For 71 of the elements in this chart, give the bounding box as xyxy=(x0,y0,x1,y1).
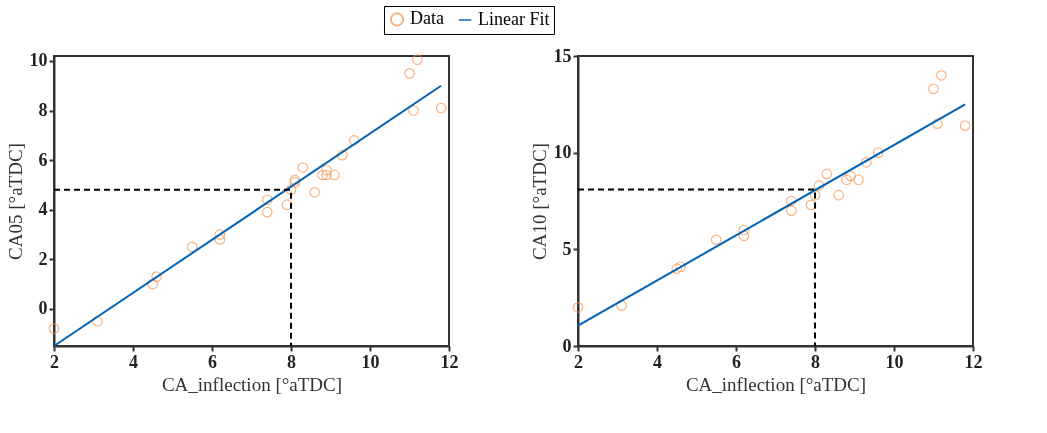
point xyxy=(738,224,750,236)
point xyxy=(281,199,293,211)
point xyxy=(408,105,419,116)
y-tick-label: 4 xyxy=(38,199,48,220)
point xyxy=(348,134,360,146)
y-tick-label: 8 xyxy=(38,100,48,121)
point xyxy=(821,168,833,180)
point xyxy=(261,206,273,218)
x-tick-label: 4 xyxy=(653,351,662,372)
point xyxy=(616,300,627,311)
point xyxy=(337,149,348,161)
point xyxy=(861,157,872,168)
point xyxy=(959,120,971,131)
point xyxy=(214,229,226,240)
point xyxy=(261,194,273,206)
point xyxy=(785,195,797,207)
x-tick-label: 6 xyxy=(732,351,741,372)
point xyxy=(92,315,103,327)
x-axis-title: CA_inflection [°aTDC] xyxy=(685,373,867,395)
point xyxy=(214,234,226,245)
y-tick-label: 6 xyxy=(38,149,48,170)
y-axis-title: CA05 [°aTDC] xyxy=(4,143,26,260)
point xyxy=(412,54,423,66)
y-axis-title: CA10 [°aTDC] xyxy=(528,143,550,260)
y-tick-label: 0 xyxy=(562,335,572,356)
legend-label: Linear Fit xyxy=(478,9,550,29)
point xyxy=(841,174,852,186)
point xyxy=(147,278,159,290)
point xyxy=(48,323,60,334)
point xyxy=(317,169,328,181)
point xyxy=(297,162,309,173)
point xyxy=(738,230,750,242)
y-tick-label: 0 xyxy=(38,298,48,319)
point xyxy=(785,205,797,216)
y-tick-label: 10 xyxy=(29,50,48,71)
x-tick-label: 6 xyxy=(208,351,217,372)
point xyxy=(872,147,884,158)
point xyxy=(186,241,198,253)
point xyxy=(572,302,584,313)
point xyxy=(671,263,683,274)
point xyxy=(853,174,864,186)
point xyxy=(928,83,939,95)
point xyxy=(675,261,687,273)
point xyxy=(321,169,332,181)
point xyxy=(845,170,856,182)
point xyxy=(435,102,447,114)
legend-label: Data xyxy=(410,8,444,29)
x-tick-label: 8 xyxy=(287,351,296,372)
point xyxy=(321,164,332,176)
point xyxy=(151,271,163,282)
x-axis-title: CA_inflection [°aTDC] xyxy=(161,373,343,395)
point xyxy=(809,189,821,201)
x-tick-label: 4 xyxy=(129,351,138,372)
point xyxy=(329,169,340,181)
point xyxy=(404,68,415,79)
y-tick-label: 10 xyxy=(553,142,572,163)
y-tick-label: 15 xyxy=(553,45,572,66)
x-tick-label: 10 xyxy=(361,351,380,372)
point xyxy=(309,186,321,198)
point xyxy=(710,234,722,245)
x-tick-label: 12 xyxy=(964,351,983,372)
point xyxy=(932,118,943,129)
x-tick-label: 10 xyxy=(885,351,904,372)
y-tick-label: 5 xyxy=(562,238,572,259)
point xyxy=(813,180,825,191)
point xyxy=(285,184,297,196)
x-tick-label: 8 xyxy=(811,351,820,372)
point xyxy=(833,189,845,201)
point xyxy=(936,70,947,81)
x-tick-label: 12 xyxy=(440,351,459,372)
y-tick-label: 2 xyxy=(38,248,48,269)
